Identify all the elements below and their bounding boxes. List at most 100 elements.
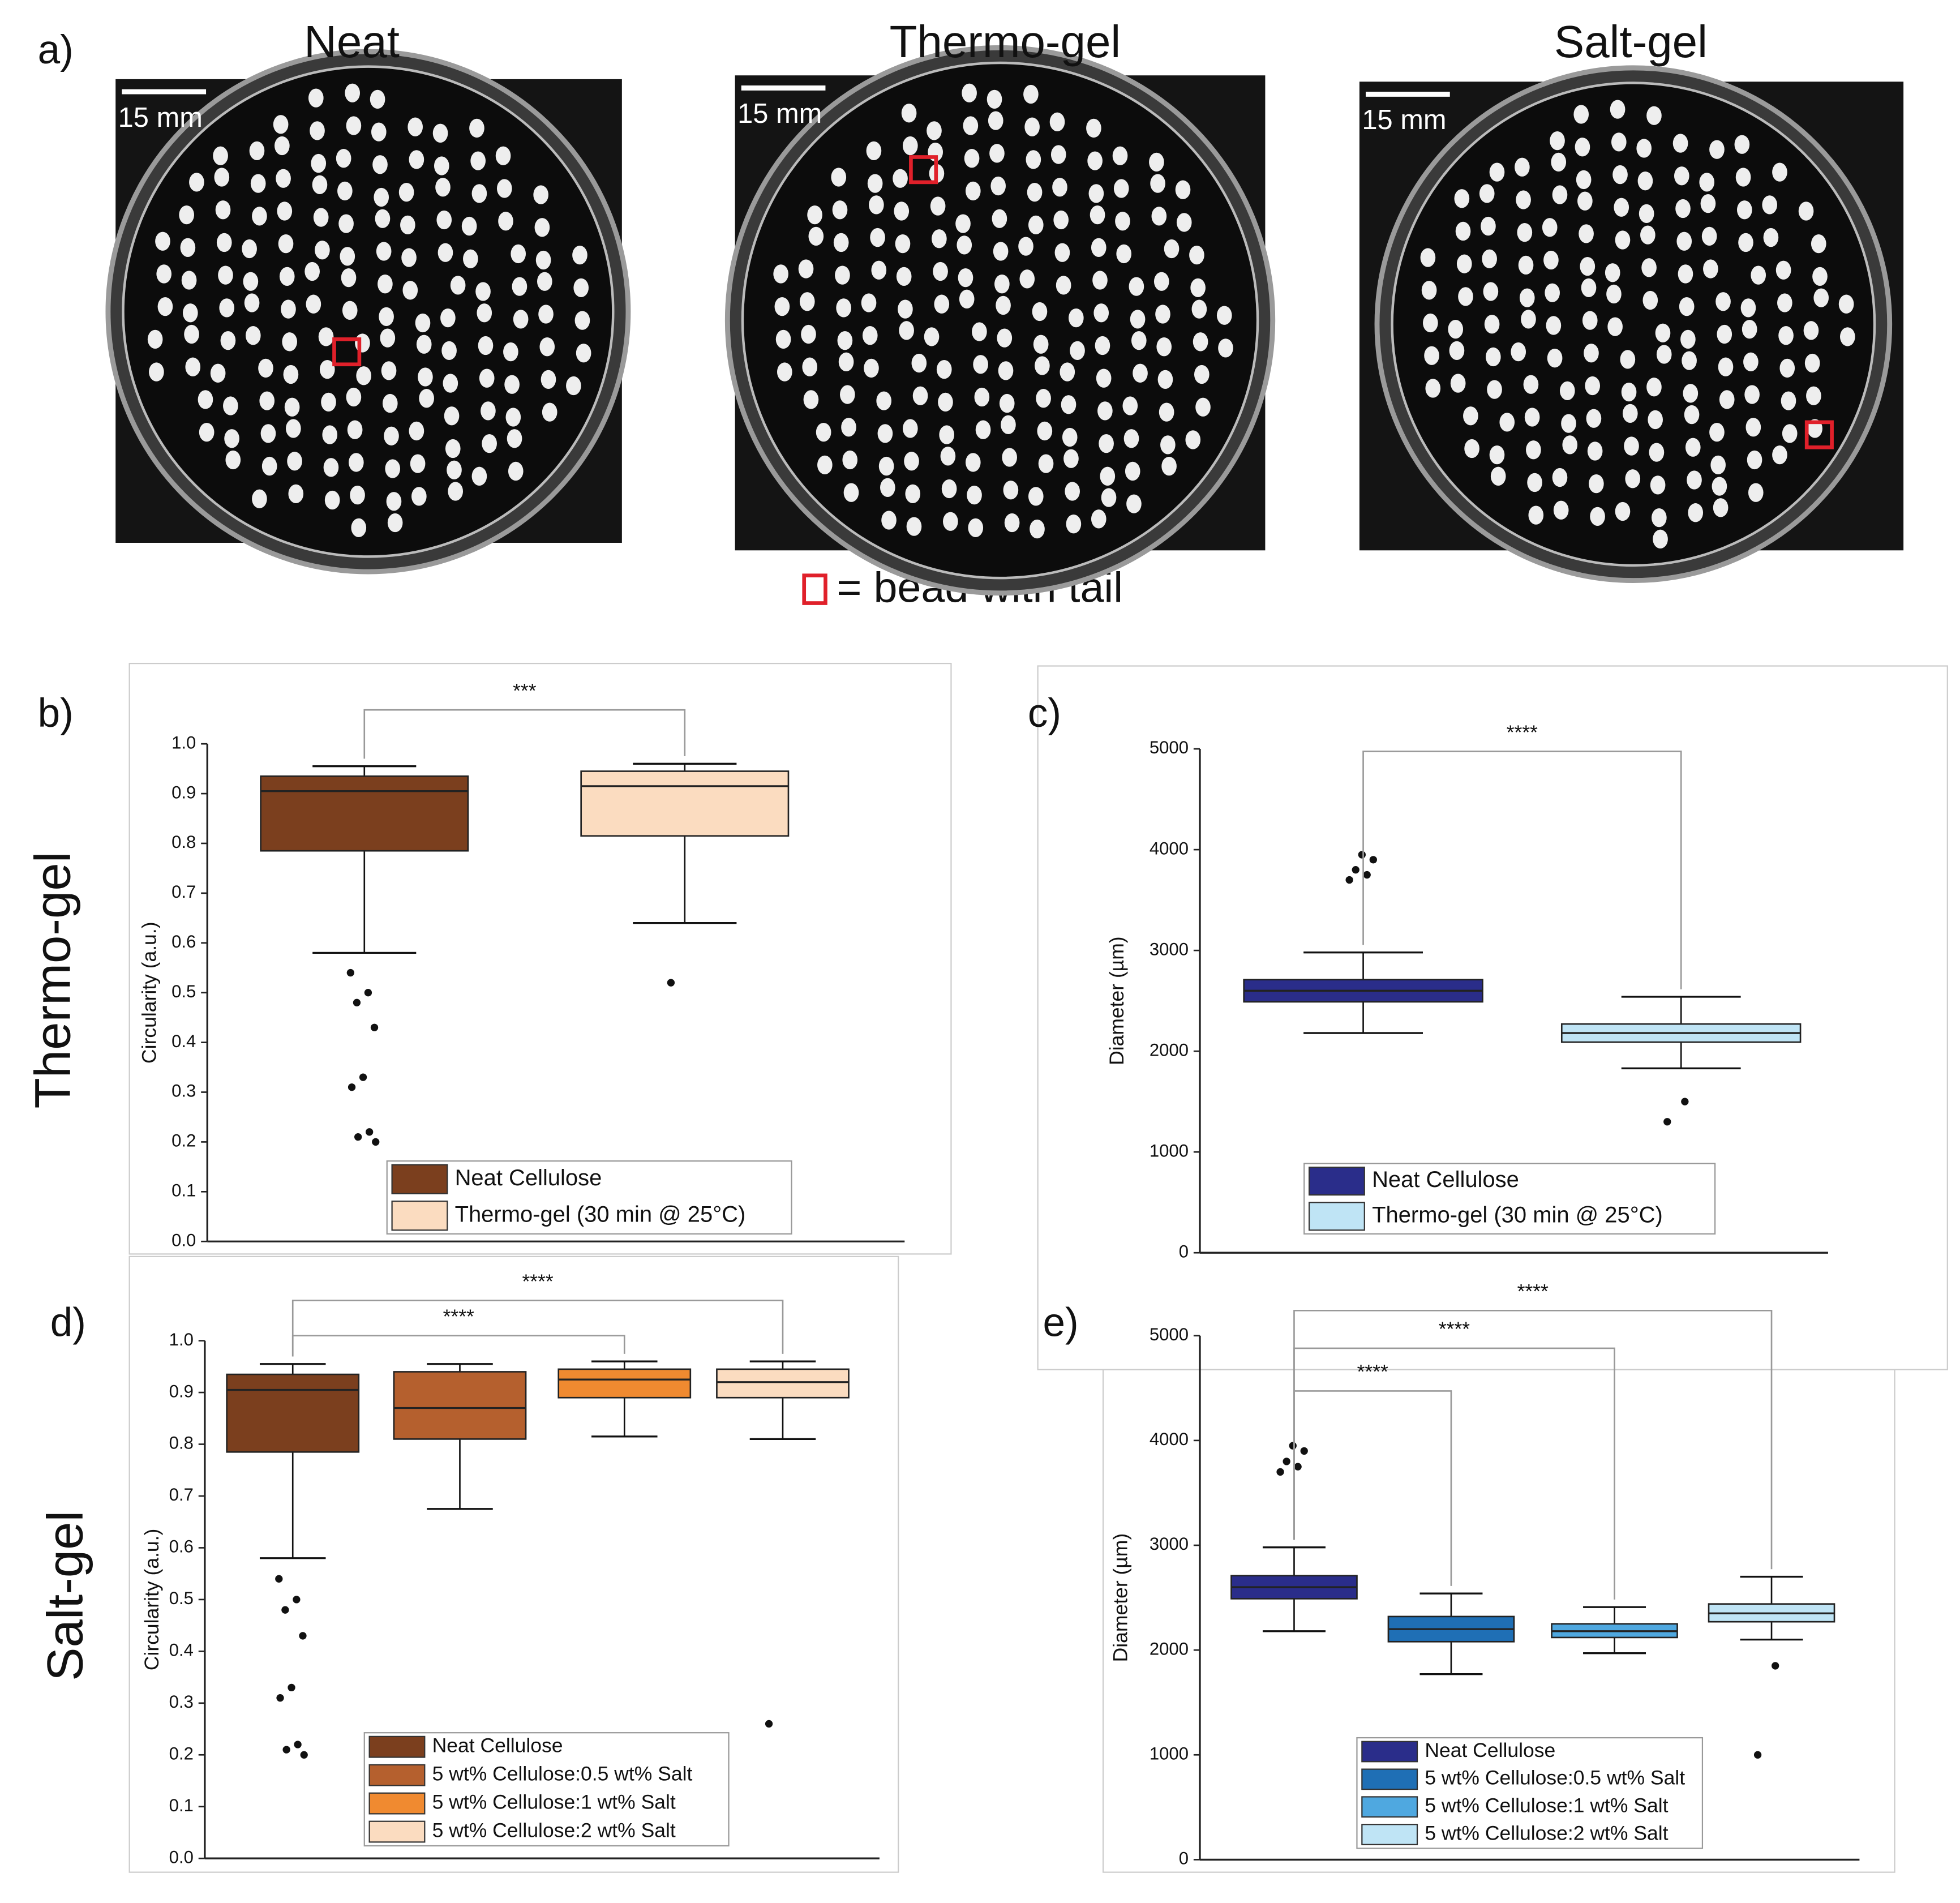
y-axis-label: Diameter (µm) bbox=[1105, 936, 1128, 1065]
bead bbox=[1682, 351, 1697, 370]
bead bbox=[832, 200, 848, 220]
bead bbox=[1561, 414, 1576, 433]
bead bbox=[381, 361, 397, 380]
y-tick-label: 0.8 bbox=[169, 1433, 194, 1453]
bead bbox=[461, 216, 477, 236]
bead bbox=[1656, 345, 1672, 364]
bead bbox=[1116, 244, 1131, 264]
bead bbox=[1590, 507, 1605, 526]
y-tick-label: 2000 bbox=[1150, 1639, 1189, 1658]
bead bbox=[1160, 435, 1176, 455]
bead bbox=[1113, 179, 1129, 198]
bead bbox=[534, 218, 550, 237]
bead bbox=[1149, 152, 1164, 172]
bead bbox=[1050, 145, 1066, 164]
bead bbox=[1519, 288, 1535, 307]
bead bbox=[1652, 508, 1667, 528]
bead bbox=[1033, 335, 1049, 354]
bead bbox=[1559, 381, 1575, 401]
outlier bbox=[359, 1073, 367, 1081]
bead-highlight bbox=[909, 155, 938, 185]
bead bbox=[258, 358, 273, 378]
bead bbox=[1161, 456, 1177, 476]
bead bbox=[282, 332, 297, 352]
bead bbox=[384, 426, 399, 445]
bead bbox=[1813, 288, 1829, 307]
legend-frame bbox=[386, 1160, 792, 1235]
y-tick-label: 0.2 bbox=[169, 1743, 194, 1763]
bead bbox=[1715, 292, 1731, 311]
bead bbox=[880, 478, 895, 497]
bead bbox=[1812, 267, 1828, 286]
bead bbox=[1781, 391, 1796, 410]
outlier bbox=[1283, 1458, 1290, 1465]
bead bbox=[411, 487, 427, 506]
bead bbox=[1798, 202, 1814, 221]
bead bbox=[871, 260, 887, 280]
bead bbox=[1019, 269, 1035, 289]
bead bbox=[147, 329, 163, 349]
bead bbox=[432, 123, 448, 143]
bead bbox=[1615, 502, 1631, 521]
bead bbox=[941, 479, 957, 499]
bead bbox=[1621, 382, 1637, 402]
bead bbox=[1679, 297, 1695, 316]
bead bbox=[415, 313, 431, 333]
bead bbox=[1499, 413, 1515, 432]
bead bbox=[507, 429, 522, 448]
bead bbox=[775, 329, 791, 349]
legend-swatch bbox=[1361, 1741, 1418, 1763]
bead bbox=[1489, 445, 1505, 465]
bead bbox=[1736, 200, 1752, 220]
bead bbox=[537, 272, 552, 291]
outlier bbox=[348, 1083, 356, 1091]
bead bbox=[1553, 500, 1569, 520]
bead bbox=[1747, 450, 1762, 470]
bead bbox=[513, 310, 529, 329]
bead bbox=[1712, 477, 1727, 496]
bead bbox=[180, 238, 196, 257]
panel-frame bbox=[1037, 665, 1948, 1370]
y-tick-label: 1000 bbox=[1150, 1141, 1189, 1160]
bead bbox=[988, 111, 1003, 130]
outlier bbox=[1369, 856, 1377, 864]
bead bbox=[347, 420, 363, 439]
bead bbox=[1552, 468, 1568, 487]
bead bbox=[244, 293, 260, 312]
bead bbox=[1803, 321, 1819, 340]
bead bbox=[1550, 131, 1565, 151]
bead bbox=[1589, 474, 1604, 494]
bead bbox=[495, 146, 511, 165]
bead bbox=[1049, 112, 1065, 131]
bead bbox=[438, 243, 453, 262]
bead bbox=[475, 282, 491, 301]
y-tick-label: 1.0 bbox=[169, 1330, 194, 1349]
bead bbox=[1053, 210, 1069, 230]
bead bbox=[355, 333, 370, 353]
significance-label: **** bbox=[1439, 1318, 1470, 1340]
bead bbox=[902, 419, 918, 438]
y-tick-label: 0 bbox=[1179, 1849, 1189, 1868]
outlier bbox=[667, 979, 675, 987]
bead bbox=[893, 169, 908, 188]
bead bbox=[1713, 498, 1729, 517]
bead bbox=[1763, 228, 1779, 247]
bead bbox=[1038, 454, 1054, 473]
bead bbox=[1056, 276, 1071, 295]
bead bbox=[1054, 243, 1070, 262]
legend-label: Thermo-gel (30 min @ 25°C) bbox=[455, 1202, 746, 1227]
legend-label: 5 wt% Cellulose:2 wt% Salt bbox=[432, 1819, 676, 1841]
bead bbox=[416, 335, 432, 354]
bead bbox=[912, 386, 928, 405]
bead bbox=[843, 483, 859, 502]
outlier bbox=[364, 989, 372, 997]
legend-marker bbox=[802, 573, 827, 605]
bead bbox=[1026, 150, 1041, 169]
bead bbox=[1612, 165, 1628, 185]
bead bbox=[1035, 356, 1050, 375]
bead bbox=[1526, 440, 1541, 460]
dish bbox=[1391, 82, 1876, 567]
bead bbox=[1703, 259, 1718, 278]
bead bbox=[1150, 174, 1165, 193]
bead bbox=[1675, 199, 1691, 218]
